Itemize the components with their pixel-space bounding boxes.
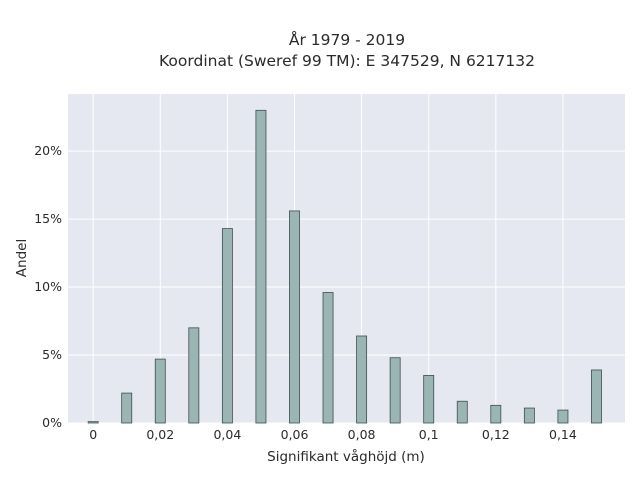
- bar-2: [154, 358, 166, 424]
- bar-9: [389, 357, 401, 424]
- x-tick-label-0: 0: [89, 427, 97, 442]
- bar-1: [121, 392, 133, 424]
- bar-4: [221, 228, 233, 424]
- chart-title-line-2: Koordinat (Sweref 99 TM): E 347529, N 62…: [159, 52, 535, 70]
- bars: [87, 109, 602, 424]
- bar-12: [490, 404, 502, 424]
- x-tick-label-3: 0,06: [281, 427, 309, 442]
- bar-3: [188, 327, 200, 424]
- y-tick-label-1: 5%: [42, 347, 62, 362]
- x-axis-title: Signifikant våghöjd (m): [267, 448, 425, 465]
- y-tick-label-3: 15%: [34, 211, 62, 226]
- x-tick-labels: 0 0,02 0,04 0,06 0,08 0,1 0,12 0,14: [89, 427, 577, 442]
- y-tick-label-0: 0%: [42, 415, 62, 430]
- bar-11: [456, 400, 468, 424]
- y-tick-label-2: 10%: [34, 279, 62, 294]
- x-tick-label-7: 0,14: [549, 427, 577, 442]
- bar-7: [322, 292, 334, 424]
- x-tick-label-5: 0,1: [419, 427, 439, 442]
- y-tick-label-4: 20%: [34, 143, 62, 158]
- bar-8: [356, 335, 368, 424]
- bar-5: [255, 109, 267, 424]
- x-tick-label-2: 0,04: [213, 427, 241, 442]
- x-tick-label-4: 0,08: [348, 427, 376, 442]
- bar-15: [591, 369, 602, 424]
- x-tick-label-1: 0,02: [146, 427, 174, 442]
- bar-6: [289, 210, 300, 424]
- plot-area: [68, 94, 625, 423]
- bar-0: [87, 421, 99, 424]
- bar-13: [523, 407, 535, 424]
- x-tick-label-6: 0,12: [482, 427, 510, 442]
- bar-14: [557, 409, 569, 424]
- chart-title-line-1: År 1979 - 2019: [289, 30, 405, 49]
- grid-lines: [68, 94, 625, 424]
- y-axis-title: Andel: [14, 239, 30, 277]
- bar-10: [423, 375, 435, 424]
- y-tick-labels: 0% 5% 10% 15% 20%: [34, 143, 62, 430]
